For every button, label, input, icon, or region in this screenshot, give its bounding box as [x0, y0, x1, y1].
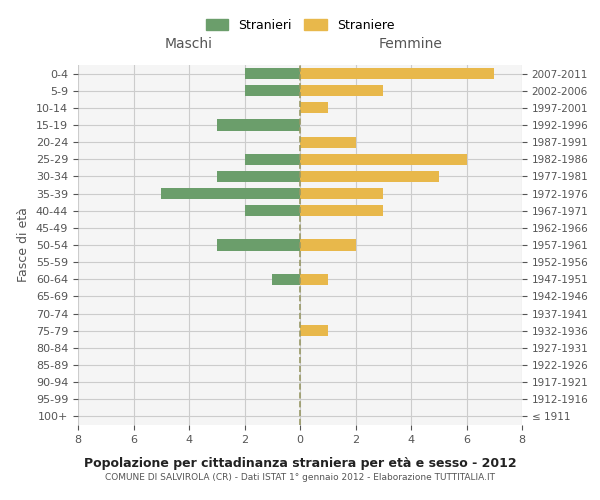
Bar — [217, 171, 300, 182]
Bar — [300, 325, 328, 336]
Bar — [217, 240, 300, 250]
Bar — [217, 120, 300, 130]
Bar — [300, 85, 383, 96]
Text: COMUNE DI SALVIROLA (CR) - Dati ISTAT 1° gennaio 2012 - Elaborazione TUTTITALIA.: COMUNE DI SALVIROLA (CR) - Dati ISTAT 1°… — [105, 472, 495, 482]
Bar — [300, 274, 328, 285]
Bar — [245, 205, 300, 216]
Bar — [300, 240, 355, 250]
Bar — [300, 205, 383, 216]
Y-axis label: Anni di nascita: Anni di nascita — [597, 198, 600, 291]
Bar — [300, 154, 467, 165]
Bar — [300, 102, 328, 114]
Bar — [272, 274, 300, 285]
Text: Femmine: Femmine — [379, 36, 443, 51]
Bar — [300, 68, 494, 79]
Bar — [300, 136, 355, 147]
Bar — [245, 154, 300, 165]
Text: Maschi: Maschi — [165, 36, 213, 51]
Bar — [245, 68, 300, 79]
Bar — [300, 188, 383, 199]
Text: Popolazione per cittadinanza straniera per età e sesso - 2012: Popolazione per cittadinanza straniera p… — [83, 458, 517, 470]
Y-axis label: Fasce di età: Fasce di età — [17, 208, 31, 282]
Bar — [245, 85, 300, 96]
Bar — [161, 188, 300, 199]
Bar — [300, 171, 439, 182]
Legend: Stranieri, Straniere: Stranieri, Straniere — [201, 14, 399, 36]
